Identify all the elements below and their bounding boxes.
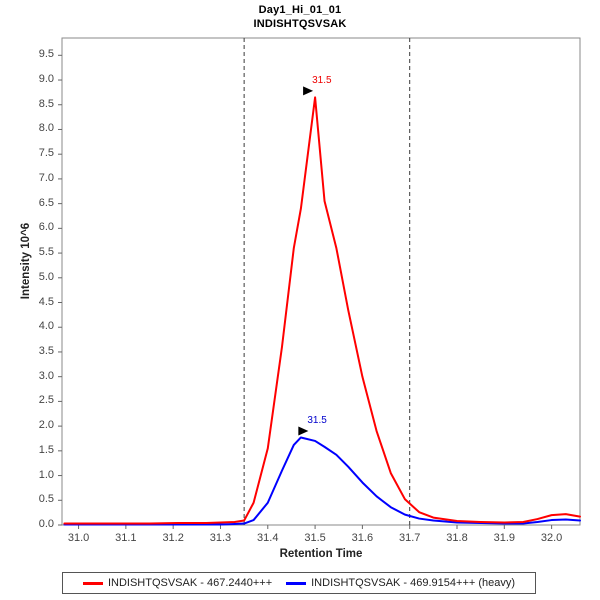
y-tick-label: 5.0 [38,270,54,283]
x-tick-label: 31.4 [257,532,279,544]
chart-title-line-2: INDISHTQSVSAK [253,18,347,30]
y-tick-label: 0.5 [38,493,54,506]
y-tick-label: 4.5 [38,295,54,308]
x-tick-label: 31.7 [398,532,421,544]
y-tick-label: 6.0 [38,221,54,234]
x-tick-label: 31.1 [115,532,137,544]
chart-legend: INDISHTQSVSAK - 467.2440+++ INDISHTQSVSA… [62,572,536,594]
y-tick-label: 7.0 [38,171,54,184]
chart-title-line-1: Day1_Hi_01_01 [258,4,342,16]
y-tick-label: 6.5 [38,196,54,209]
plot-frame [61,37,581,526]
y-tick-label: 5.5 [38,246,54,259]
x-tick-label: 31.9 [493,532,515,544]
heavy-peak-annotation: 31.5 [307,415,327,427]
x-tick-label: 31.3 [209,532,232,544]
y-tick-label: 8.0 [38,122,54,135]
x-tick-label: 31.8 [446,532,468,544]
tick-marks [58,54,553,529]
y-tick-label: 7.5 [38,147,54,160]
legend-item-heavy[interactable]: INDISHTQSVSAK - 469.9154+++ (heavy) [286,577,515,589]
y-tick-label: 9.0 [38,73,54,86]
y-tick-label: 2.5 [38,394,54,407]
y-tick-label: 1.0 [38,468,54,481]
x-tick-label: 31.0 [67,532,90,544]
x-tick-label: 32.0 [540,532,563,544]
y-tick-label: 3.5 [38,344,54,357]
apex-markers [298,86,314,436]
y-tick-label: 9.5 [38,48,54,61]
x-axis-label: Retention Time [279,548,363,560]
legend-swatch-light [82,581,103,585]
x-tick-label: 31.2 [162,532,184,544]
series-traces [63,96,581,526]
y-tick-label: 2.0 [38,419,54,432]
legend-swatch-heavy [286,581,307,585]
x-tick-label: 31.6 [351,532,374,544]
y-tick-label: 8.5 [38,97,54,110]
y-tick-label: 3.0 [38,369,54,382]
legend-label-heavy: INDISHTQSVSAK - 469.9154+++ (heavy) [311,577,516,589]
y-tick-label: 1.5 [38,443,54,456]
chart-title: Day1_Hi_01_01 INDISHTQSVSAK [0,3,600,31]
y-tick-label: 4.0 [38,320,54,333]
integration-boundary-lines [243,38,411,525]
legend-item-light[interactable]: INDISHTQSVSAK - 467.2440+++ [82,577,273,589]
y-tick-label: 0.0 [38,518,54,530]
legend-label-light: INDISHTQSVSAK - 467.2440+++ [107,577,273,589]
y-axis-label: Intensity 10^6 [20,222,32,300]
light-peak-annotation: 31.5 [312,75,332,87]
x-tick-label: 31.5 [304,532,326,544]
